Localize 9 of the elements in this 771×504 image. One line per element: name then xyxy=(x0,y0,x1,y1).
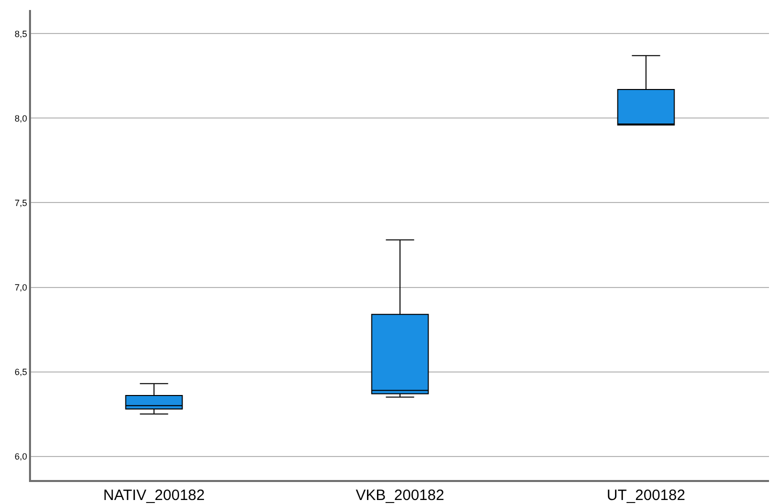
y-tick-label: 7,0 xyxy=(14,282,28,292)
y-tick-label: 6,5 xyxy=(14,366,28,377)
y-tick-label: 8,0 xyxy=(14,113,28,124)
x-tick-label: NATIV_200182 xyxy=(103,487,205,504)
x-tick-label: VKB_200182 xyxy=(356,487,444,504)
y-tick-label: 8,5 xyxy=(14,28,28,39)
x-tick-label: UT_200182 xyxy=(606,487,686,504)
y-tick-label: 6,0 xyxy=(14,451,28,462)
y-tick-label: 7,5 xyxy=(14,198,28,208)
